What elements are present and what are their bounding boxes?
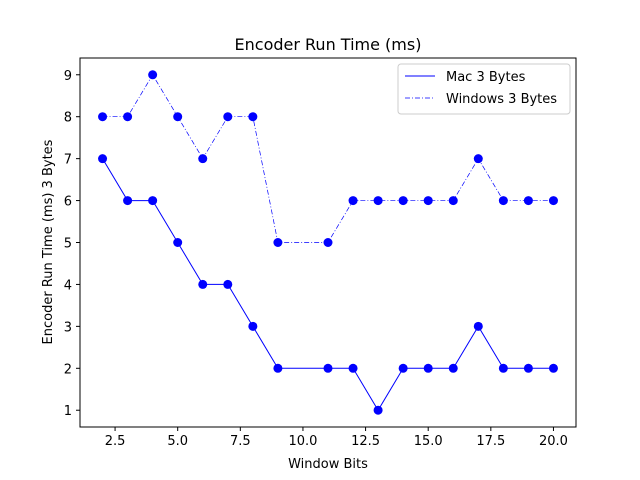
data-point-mac: [248, 321, 258, 331]
chart-title: Encoder Run Time (ms): [235, 35, 422, 54]
y-axis: 1 2 3 4 5 6 7 8 9: [64, 69, 80, 419]
y-tick-label: 8: [64, 111, 72, 126]
y-tick-label: 3: [64, 320, 72, 335]
data-point-windows: [373, 196, 383, 206]
y-tick-label: 5: [64, 237, 72, 252]
data-point-mac: [123, 196, 133, 206]
x-tick-label: 20.0: [539, 434, 568, 449]
data-point-mac: [173, 238, 183, 247]
x-axis: 2.5 5.0 7.5 10.0 12.5 15.0 17.5 20.0: [105, 427, 568, 449]
series-line-mac: [102, 158, 554, 412]
x-tick-label: 2.5: [105, 434, 126, 449]
data-point-mac: [498, 363, 508, 373]
legend-label-windows: Windows 3 Bytes: [446, 92, 557, 107]
data-point-windows: [173, 112, 183, 122]
y-tick-label: 2: [64, 362, 72, 377]
data-point-windows: [273, 238, 283, 247]
y-tick-label: 7: [64, 153, 72, 168]
legend-box: [397, 63, 571, 115]
data-point-mac: [548, 363, 558, 373]
data-point-windows: [98, 112, 108, 122]
data-point-windows: [248, 112, 258, 122]
data-point-windows: [423, 196, 433, 206]
data-point-windows: [523, 196, 533, 206]
x-tick-label: 17.5: [476, 434, 505, 449]
data-point-mac: [148, 196, 158, 206]
data-point-windows: [448, 196, 458, 206]
data-point-mac: [523, 363, 533, 373]
data-point-mac: [448, 363, 458, 373]
data-point-mac: [223, 279, 233, 289]
plot-area: [98, 70, 558, 415]
series-line-windows: [102, 74, 554, 243]
data-point-windows: [323, 238, 333, 247]
data-point-windows: [348, 196, 358, 206]
legend: Mac 3 Bytes Windows 3 Bytes: [397, 63, 571, 115]
data-point-mac: [198, 279, 208, 289]
data-point-mac: [273, 363, 283, 373]
data-point-mac: [348, 363, 358, 373]
legend-label-mac: Mac 3 Bytes: [446, 70, 526, 85]
data-point-mac: [398, 363, 408, 373]
data-point-windows: [498, 196, 508, 206]
y-tick-label: 6: [64, 195, 72, 210]
y-tick-label: 4: [64, 278, 72, 293]
x-tick-label: 15.0: [414, 434, 443, 449]
data-point-windows: [123, 112, 133, 122]
x-axis-title: Window Bits: [288, 457, 368, 472]
y-axis-title: Encoder Run Time (ms) 3 Bytes: [41, 139, 56, 344]
x-tick-label: 5.0: [167, 434, 188, 449]
data-point-windows: [473, 154, 483, 164]
data-point-mac: [373, 405, 383, 415]
data-point-mac: [323, 363, 333, 373]
data-point-mac: [473, 321, 483, 331]
x-tick-label: 7.5: [230, 434, 251, 449]
data-point-windows: [548, 196, 558, 206]
x-tick-label: 10.0: [288, 434, 317, 449]
y-tick-label: 9: [64, 69, 72, 84]
data-point-windows: [198, 154, 208, 164]
data-point-windows: [223, 112, 233, 122]
data-point-mac: [423, 363, 433, 373]
data-point-windows: [148, 70, 158, 80]
y-tick-label: 1: [64, 404, 72, 419]
x-tick-label: 12.5: [351, 434, 380, 449]
data-point-mac: [98, 154, 108, 164]
data-point-windows: [398, 196, 408, 206]
